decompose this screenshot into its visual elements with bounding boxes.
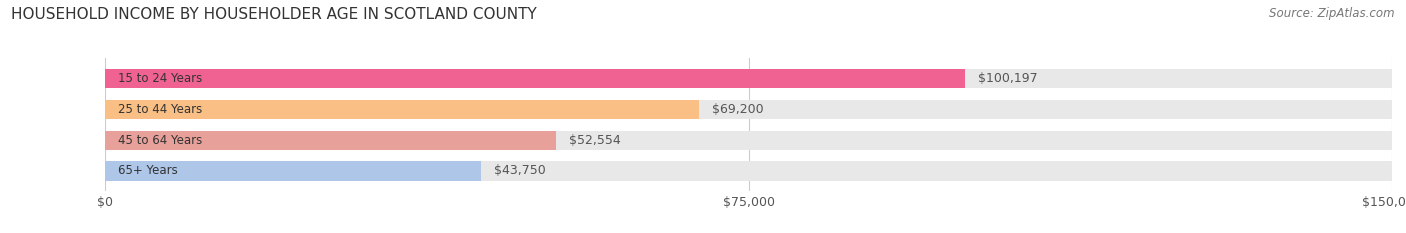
Bar [105,161,1392,181]
Text: 25 to 44 Years: 25 to 44 Years [118,103,202,116]
Text: $52,554: $52,554 [569,134,621,147]
Text: 65+ Years: 65+ Years [118,164,179,178]
Text: HOUSEHOLD INCOME BY HOUSEHOLDER AGE IN SCOTLAND COUNTY: HOUSEHOLD INCOME BY HOUSEHOLDER AGE IN S… [11,7,537,22]
Bar [105,69,1392,88]
Text: 15 to 24 Years: 15 to 24 Years [118,72,202,85]
Bar [105,130,557,150]
Text: Source: ZipAtlas.com: Source: ZipAtlas.com [1270,7,1395,20]
Text: 45 to 64 Years: 45 to 64 Years [118,134,202,147]
Bar [105,130,1392,150]
Text: $69,200: $69,200 [711,103,763,116]
Text: $43,750: $43,750 [494,164,546,178]
Bar [105,69,965,88]
Bar [105,100,1392,119]
Bar [105,161,481,181]
Bar [105,100,699,119]
Text: $100,197: $100,197 [977,72,1038,85]
